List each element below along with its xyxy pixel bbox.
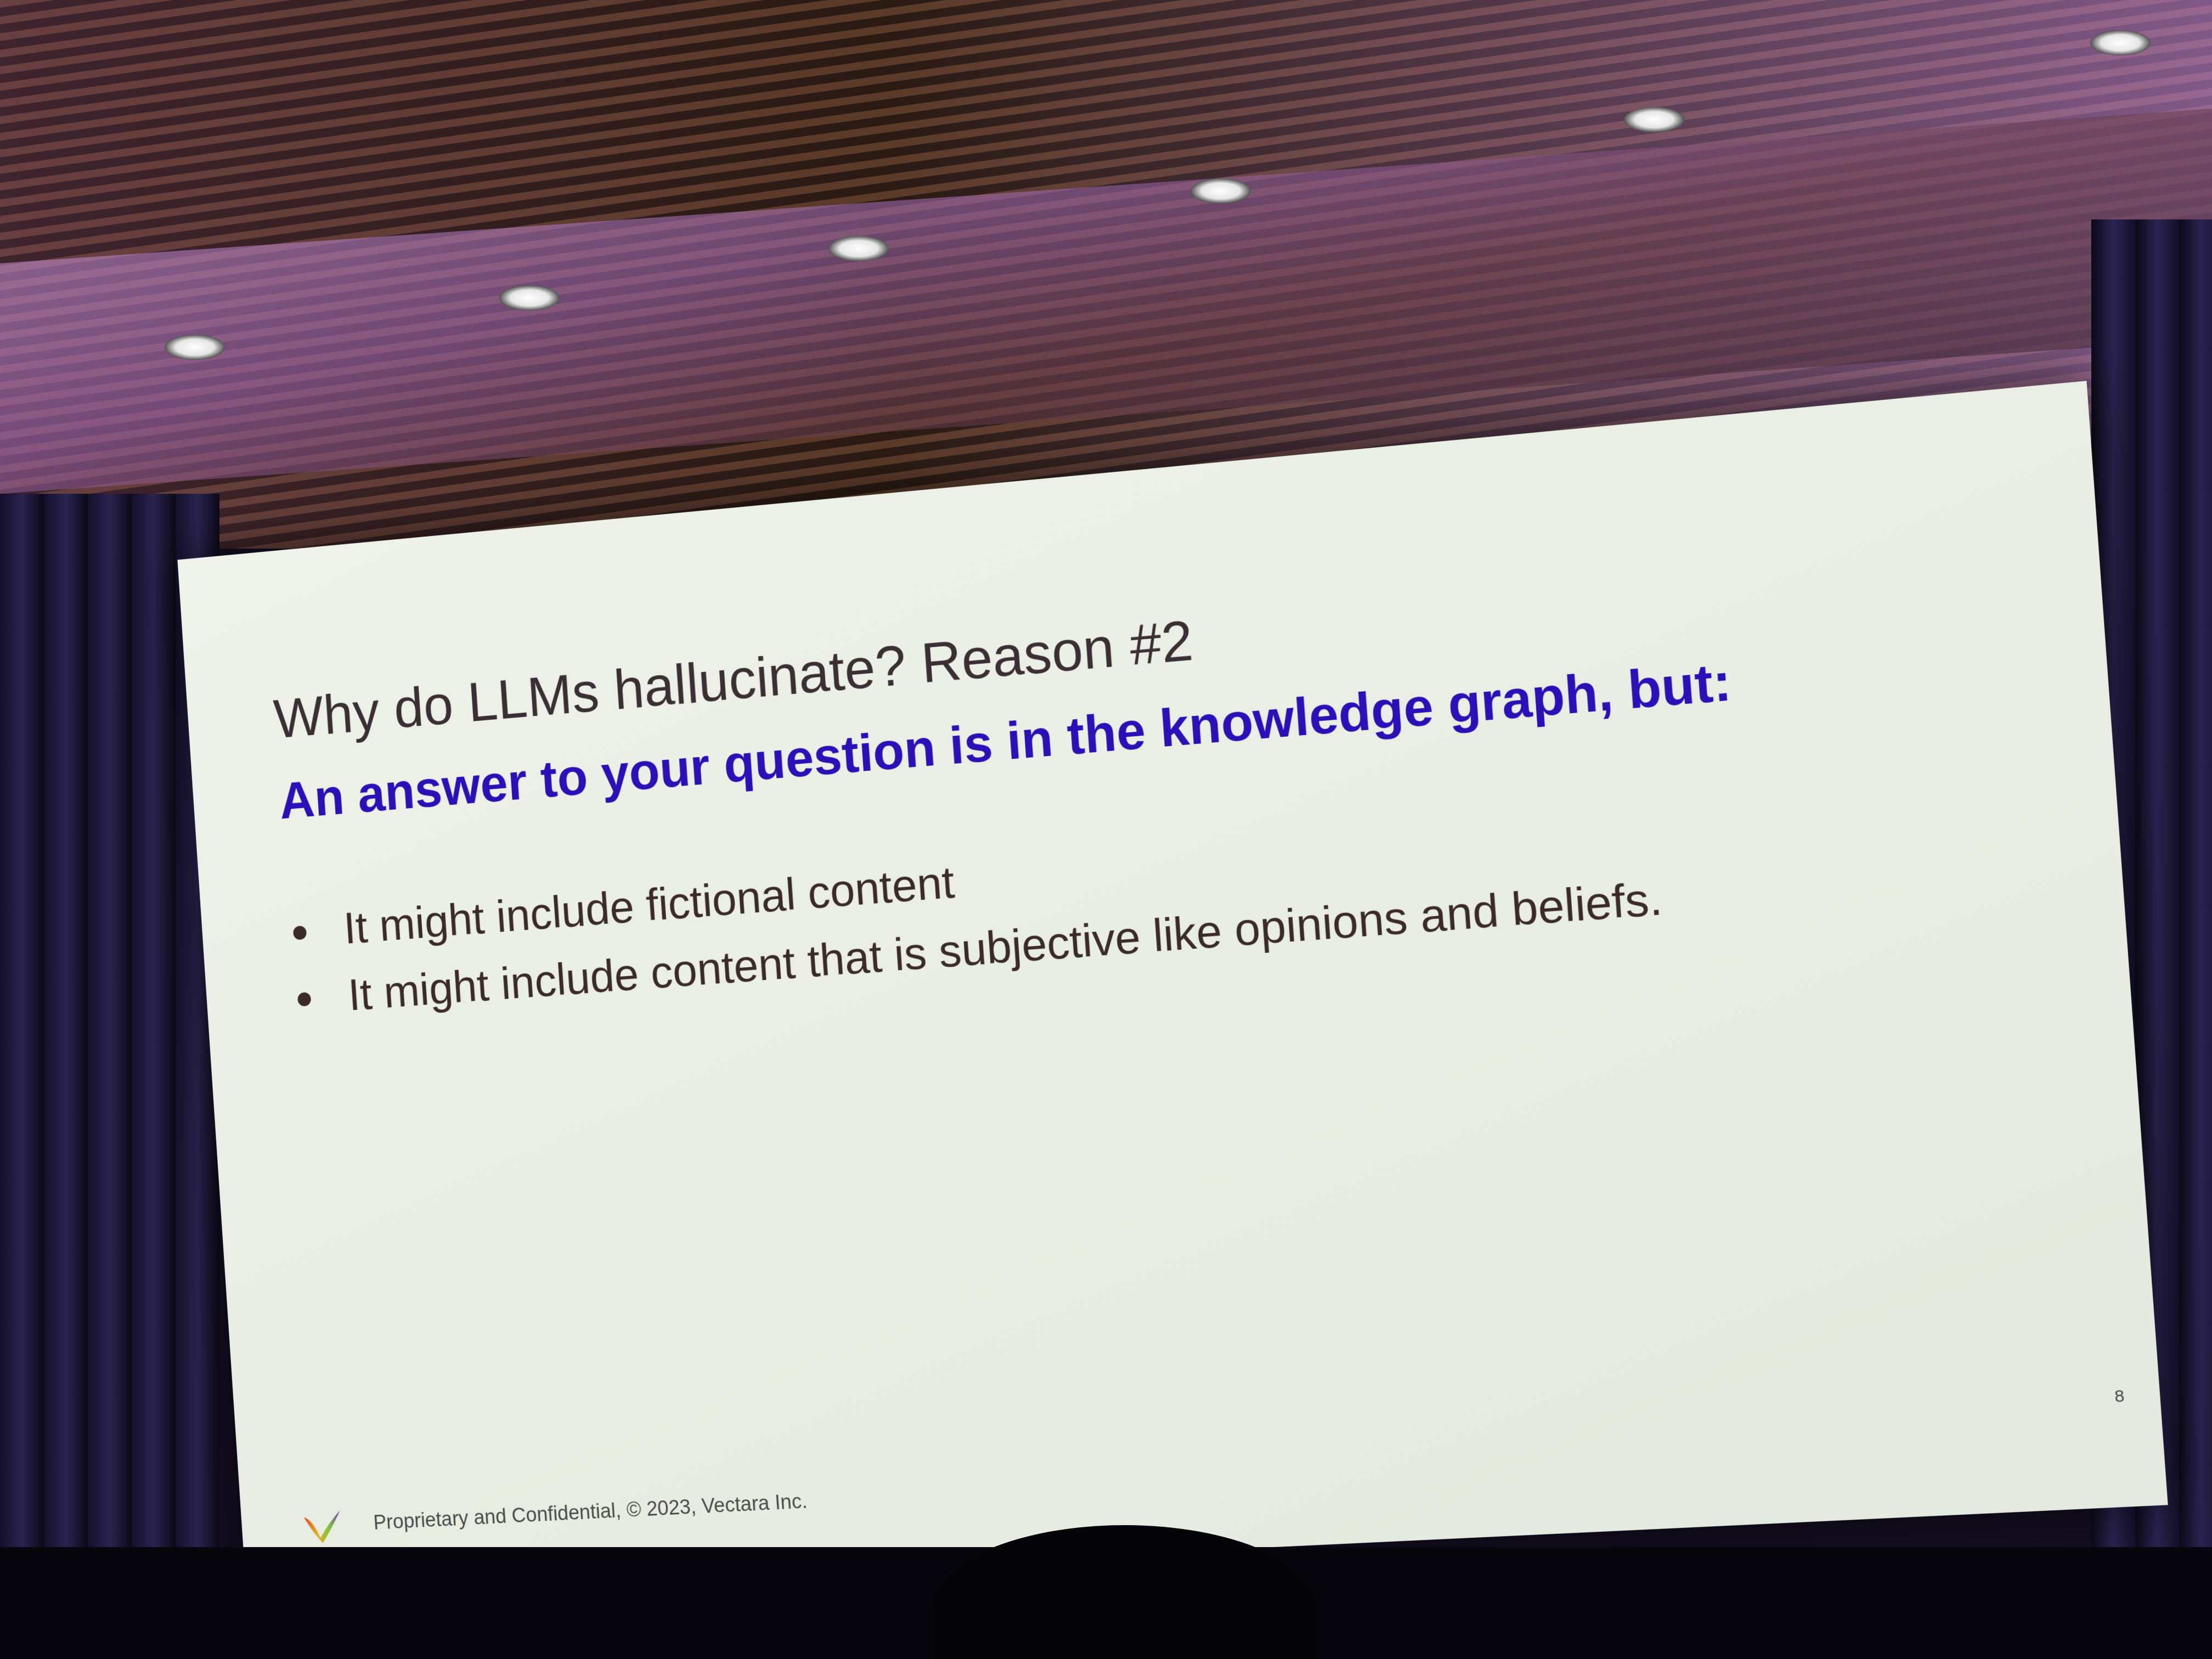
bullet-dot-icon [297, 992, 312, 1007]
footer-copyright: Proprietary and Confidential, © 2023, Ve… [373, 1489, 808, 1534]
stage-curtain-left [0, 494, 219, 1659]
bullet-list: It might include fictional content It mi… [286, 793, 1664, 1032]
vectara-logo-icon [303, 1510, 342, 1544]
slide-page-number: 8 [2114, 1386, 2125, 1406]
ceiling-light-icon [1624, 107, 1684, 132]
ceiling-light-icon [2090, 30, 2151, 55]
ceiling-light-icon [1190, 178, 1251, 204]
ceiling-light-icon [499, 285, 560, 311]
projected-slide: Why do LLMs hallucinate? Reason #2 An an… [177, 381, 2168, 1596]
bullet-dot-icon [292, 925, 307, 940]
ceiling-light-icon [828, 236, 889, 261]
ceiling-light-icon [165, 335, 225, 360]
slide-footer: Proprietary and Confidential, © 2023, Ve… [301, 1482, 809, 1545]
audience-head-silhouette [933, 1525, 1317, 1659]
